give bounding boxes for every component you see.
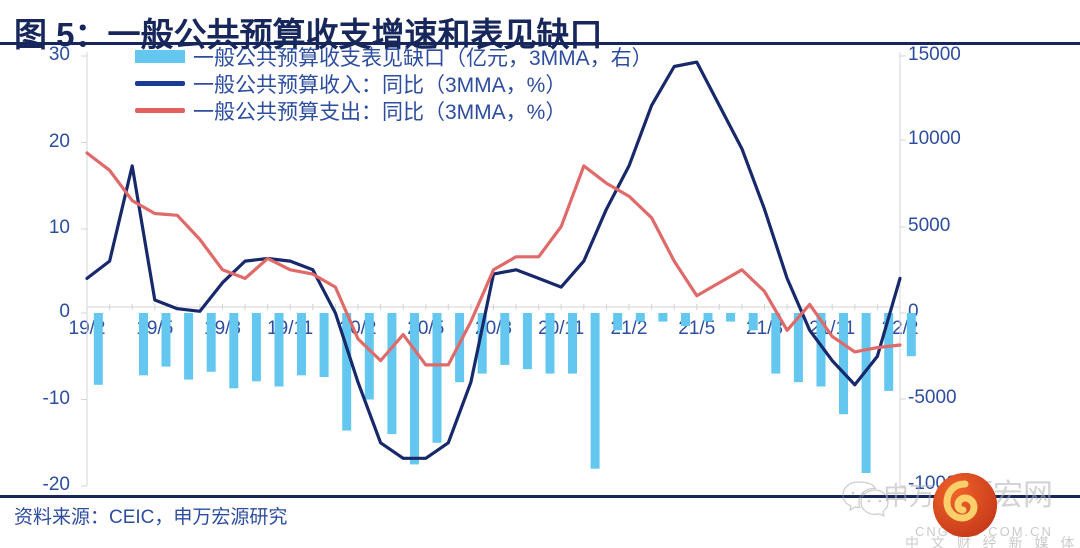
svg-text:申万: 申万 [883, 481, 935, 511]
